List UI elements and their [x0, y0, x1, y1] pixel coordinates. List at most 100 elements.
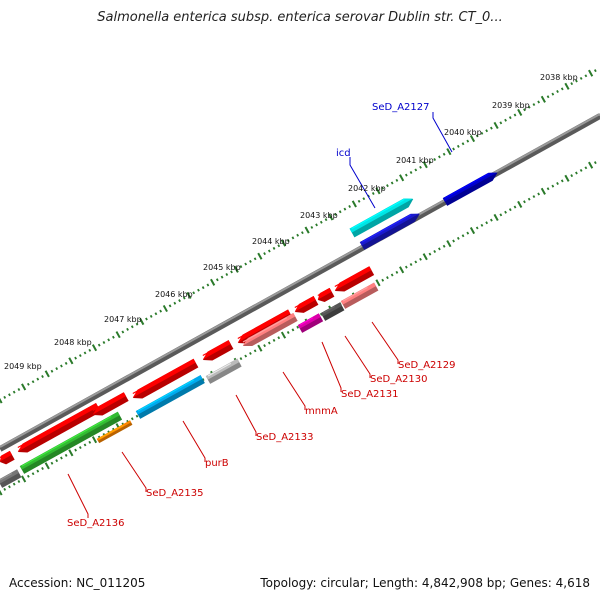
ruler-tick	[126, 327, 129, 331]
ruler-tick	[499, 213, 503, 217]
genome-summary-text: Topology: circular; Length: 4,842,908 bp…	[260, 576, 590, 590]
gene-feature-sed-a2136	[19, 411, 123, 474]
ruler-tick	[338, 210, 342, 214]
ruler-tick	[44, 370, 50, 378]
ruler-tick	[280, 239, 287, 247]
ruler-tick	[83, 443, 87, 447]
gene-label-sed-a2131[interactable]: SeD_A2131	[341, 389, 399, 400]
ruler-tick	[475, 226, 479, 230]
ruler-tick	[348, 205, 352, 209]
ruler-tick	[26, 474, 30, 478]
ruler-tick	[433, 157, 437, 161]
ruler-tick	[480, 223, 484, 227]
gene-label-sed-a2136[interactable]: SeD_A2136	[67, 518, 125, 529]
ruler-label: 2045 kbp	[203, 263, 241, 272]
ruler-tick	[588, 161, 594, 169]
ruler-tick	[422, 161, 428, 169]
gene-feature-sed-a2130	[320, 302, 345, 321]
ruler-tick	[508, 208, 512, 212]
ruler-tick	[286, 239, 290, 243]
callout-line	[349, 157, 376, 209]
ruler-tick	[201, 286, 205, 290]
ruler-tick	[206, 283, 210, 287]
ruler-tick	[17, 388, 21, 392]
ruler-tick	[41, 466, 44, 470]
ruler-tick	[55, 459, 59, 463]
ruler-tick	[362, 197, 366, 201]
ruler-tick	[579, 76, 583, 80]
gene-label-icd[interactable]: icd	[336, 148, 351, 159]
ruler-tick	[564, 174, 570, 182]
ruler-tick	[446, 148, 452, 156]
ruler-label: 2049 kbp	[4, 362, 42, 371]
gene-label-sed-a2130[interactable]: SeD_A2130	[370, 374, 428, 385]
ruler-tick	[319, 220, 323, 224]
gene-feature	[334, 266, 375, 292]
ruler-tick	[527, 105, 531, 109]
ruler-tick	[31, 472, 35, 476]
ruler-tick	[414, 260, 418, 264]
ruler-tick	[68, 357, 74, 365]
ruler-tick	[504, 210, 507, 214]
ruler-tick	[257, 252, 263, 260]
ruler-tick	[588, 69, 594, 77]
gene-feature	[92, 392, 129, 416]
ruler-tick	[263, 252, 266, 256]
ruler-tick	[121, 330, 125, 334]
ruler-tick	[310, 225, 314, 229]
ruler-tick	[560, 179, 564, 183]
ruler-tick	[523, 200, 526, 204]
ruler-tick	[517, 200, 523, 208]
ruler-tick	[537, 192, 541, 196]
ruler-tick	[493, 213, 499, 222]
ruler-tick	[452, 239, 455, 243]
ruler-tick	[78, 354, 82, 358]
ruler-tick	[414, 168, 418, 172]
ruler-tick	[575, 79, 578, 83]
ruler-tick	[182, 296, 186, 300]
ruler-tick	[3, 487, 7, 491]
ruler-tick	[296, 233, 300, 237]
ruler-tick	[267, 249, 271, 253]
gene-label-sed-a2127[interactable]: SeD_A2127	[372, 102, 430, 113]
gene-feature-sed-a2127	[442, 172, 498, 206]
ruler-tick	[60, 364, 63, 368]
ruler-tick	[12, 482, 16, 486]
gene-label-sed-a2135[interactable]: SeD_A2135	[146, 488, 204, 499]
ruler-tick	[291, 236, 295, 240]
ruler-tick	[244, 354, 248, 358]
ruler-tick	[351, 200, 357, 208]
gene-label-purb[interactable]: purB	[205, 458, 229, 469]
ruler-tick	[409, 263, 413, 267]
gene-feature	[202, 340, 234, 361]
gene-label-sed-a2129[interactable]: SeD_A2129	[398, 360, 456, 371]
ruler-tick	[149, 314, 153, 318]
ruler-labels: 2038 kbp 2039 kbp 2040 kbp 2041 kbp 2042 kbp…	[4, 73, 578, 371]
ruler-tick	[210, 278, 216, 286]
ruler-tick	[239, 357, 243, 361]
ruler-tick	[593, 161, 597, 165]
ruler-tick	[115, 331, 121, 339]
gene-label-sed-a2133[interactable]: SeD_A2133	[256, 432, 314, 443]
ruler-tick	[277, 336, 281, 340]
callout-line	[432, 112, 453, 153]
ruler-tick	[301, 231, 304, 235]
ruler-label: 2048 kbp	[54, 338, 92, 347]
ruler-tick	[107, 338, 111, 342]
ruler-tick	[291, 328, 295, 332]
gene-feature	[294, 295, 319, 313]
ruler-tick	[249, 259, 252, 263]
ruler-tick	[523, 108, 526, 112]
ruler-tick	[438, 155, 441, 159]
ruler-tick	[513, 205, 517, 209]
ruler-tick	[230, 270, 233, 274]
ruler-tick	[442, 152, 446, 156]
ruler-tick	[475, 134, 479, 138]
ruler-tick	[446, 240, 452, 248]
ruler-tick	[41, 374, 44, 378]
ruler-tick	[74, 356, 77, 360]
ruler-tick	[91, 344, 98, 352]
ruler-tick	[60, 456, 63, 460]
ruler-tick	[263, 344, 266, 348]
gene-label-mnma[interactable]: mnmA	[305, 406, 338, 417]
